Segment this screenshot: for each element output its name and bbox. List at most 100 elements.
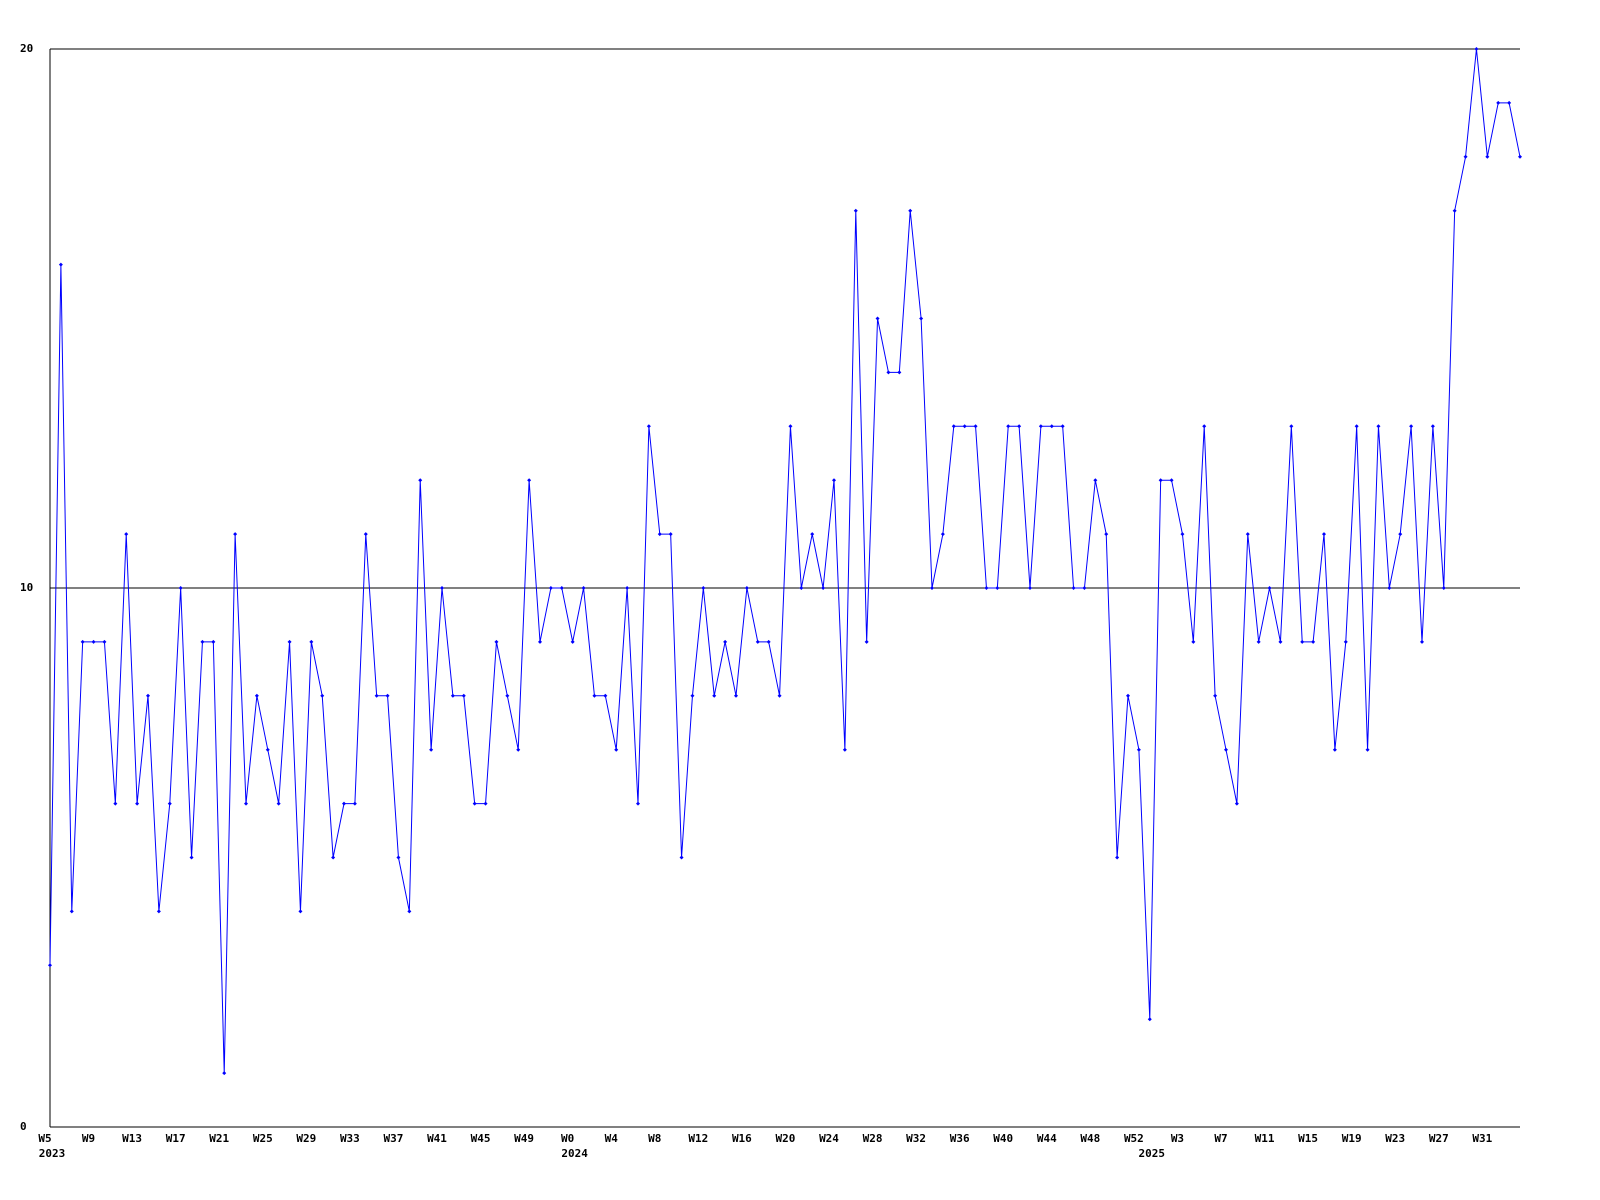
data-point (744, 586, 749, 590)
data-point (178, 586, 183, 590)
data-point (777, 693, 782, 698)
data-point (646, 424, 651, 429)
data-point (80, 639, 85, 644)
data-point (1452, 208, 1457, 213)
data-point (1387, 586, 1392, 590)
data-point (897, 370, 902, 375)
x-group-label: 2023 (39, 1147, 66, 1160)
data-point (1430, 424, 1435, 429)
x-tick-label: W8 (648, 1132, 661, 1145)
data-point (570, 639, 575, 644)
data-point (1343, 639, 1348, 644)
data-point (1245, 532, 1250, 537)
data-point (113, 801, 118, 806)
data-point (200, 639, 205, 644)
data-point (1409, 424, 1414, 429)
data-point (516, 747, 521, 752)
data-point (886, 370, 891, 375)
data-point (832, 478, 836, 483)
data-point (1311, 639, 1316, 644)
data-point (1006, 424, 1011, 429)
x-tick-label: W29 (296, 1132, 316, 1145)
data-point (614, 747, 619, 752)
data-point (167, 801, 172, 806)
x-tick-label: W36 (950, 1132, 970, 1145)
data-point (538, 639, 542, 644)
data-point (440, 586, 444, 590)
data-point (581, 586, 586, 590)
x-tick-label: W52 (1124, 1132, 1144, 1145)
data-point (1278, 639, 1283, 644)
x-tick-label: W11 (1255, 1132, 1275, 1145)
data-point (472, 801, 477, 806)
data-point (494, 639, 499, 644)
data-point (1104, 532, 1109, 537)
data-point (1507, 100, 1512, 105)
data-point (1496, 100, 1501, 105)
x-tick-label: W5 (38, 1132, 51, 1145)
data-point (755, 639, 760, 644)
data-point (1300, 639, 1305, 644)
data-point (592, 693, 597, 698)
x-tick-label: W15 (1298, 1132, 1318, 1145)
data-point (1126, 693, 1130, 698)
data-point (842, 747, 847, 752)
data-point (287, 639, 292, 644)
data-point (461, 693, 466, 698)
data-point (58, 262, 63, 267)
data-point (374, 693, 379, 698)
data-point (951, 424, 956, 429)
y-tick-label: 20 (20, 42, 33, 55)
data-point (1115, 855, 1120, 860)
data-point (1485, 154, 1490, 159)
y-tick-label: 0 (20, 1120, 27, 1133)
x-group-label: 2024 (561, 1147, 588, 1160)
data-point (1213, 693, 1218, 698)
data-point (396, 855, 401, 860)
data-point (1289, 424, 1294, 429)
data-point (984, 586, 989, 590)
x-tick-label: W4 (605, 1132, 619, 1145)
y-tick-label: 10 (20, 581, 33, 594)
data-point (429, 747, 434, 752)
data-point (450, 693, 455, 698)
data-point (124, 532, 129, 537)
x-tick-label: W24 (819, 1132, 839, 1145)
data-point (821, 586, 826, 590)
data-point (276, 801, 281, 806)
x-tick-label: W12 (688, 1132, 708, 1145)
x-tick-label: W21 (209, 1132, 229, 1145)
x-tick-label: W40 (993, 1132, 1013, 1145)
data-point (1376, 424, 1381, 429)
data-point (810, 532, 815, 537)
data-point (930, 586, 934, 590)
data-point (712, 693, 717, 698)
x-tick-label: W45 (471, 1132, 491, 1145)
x-tick-label: W23 (1385, 1132, 1405, 1145)
data-point (679, 855, 684, 860)
data-point (418, 478, 423, 483)
data-point (1267, 586, 1272, 590)
data-point (1180, 532, 1185, 537)
data-point (233, 532, 238, 537)
data-point (102, 639, 107, 644)
data-point (505, 693, 510, 698)
x-tick-label: W31 (1472, 1132, 1492, 1145)
data-point (690, 693, 695, 698)
data-point (766, 639, 771, 644)
data-point (995, 586, 1000, 590)
x-tick-label: W28 (863, 1132, 883, 1145)
data-point (1202, 424, 1207, 429)
x-tick-label: W20 (776, 1132, 796, 1145)
data-point (788, 424, 793, 429)
data-point (244, 801, 248, 806)
data-point (1136, 747, 1141, 752)
data-point (559, 586, 564, 590)
data-point (734, 693, 738, 698)
data-point (962, 424, 967, 429)
data-point (483, 801, 488, 806)
data-point (723, 639, 728, 644)
data-point (222, 1071, 227, 1076)
data-point (1060, 424, 1065, 429)
x-tick-label: W7 (1214, 1132, 1227, 1145)
